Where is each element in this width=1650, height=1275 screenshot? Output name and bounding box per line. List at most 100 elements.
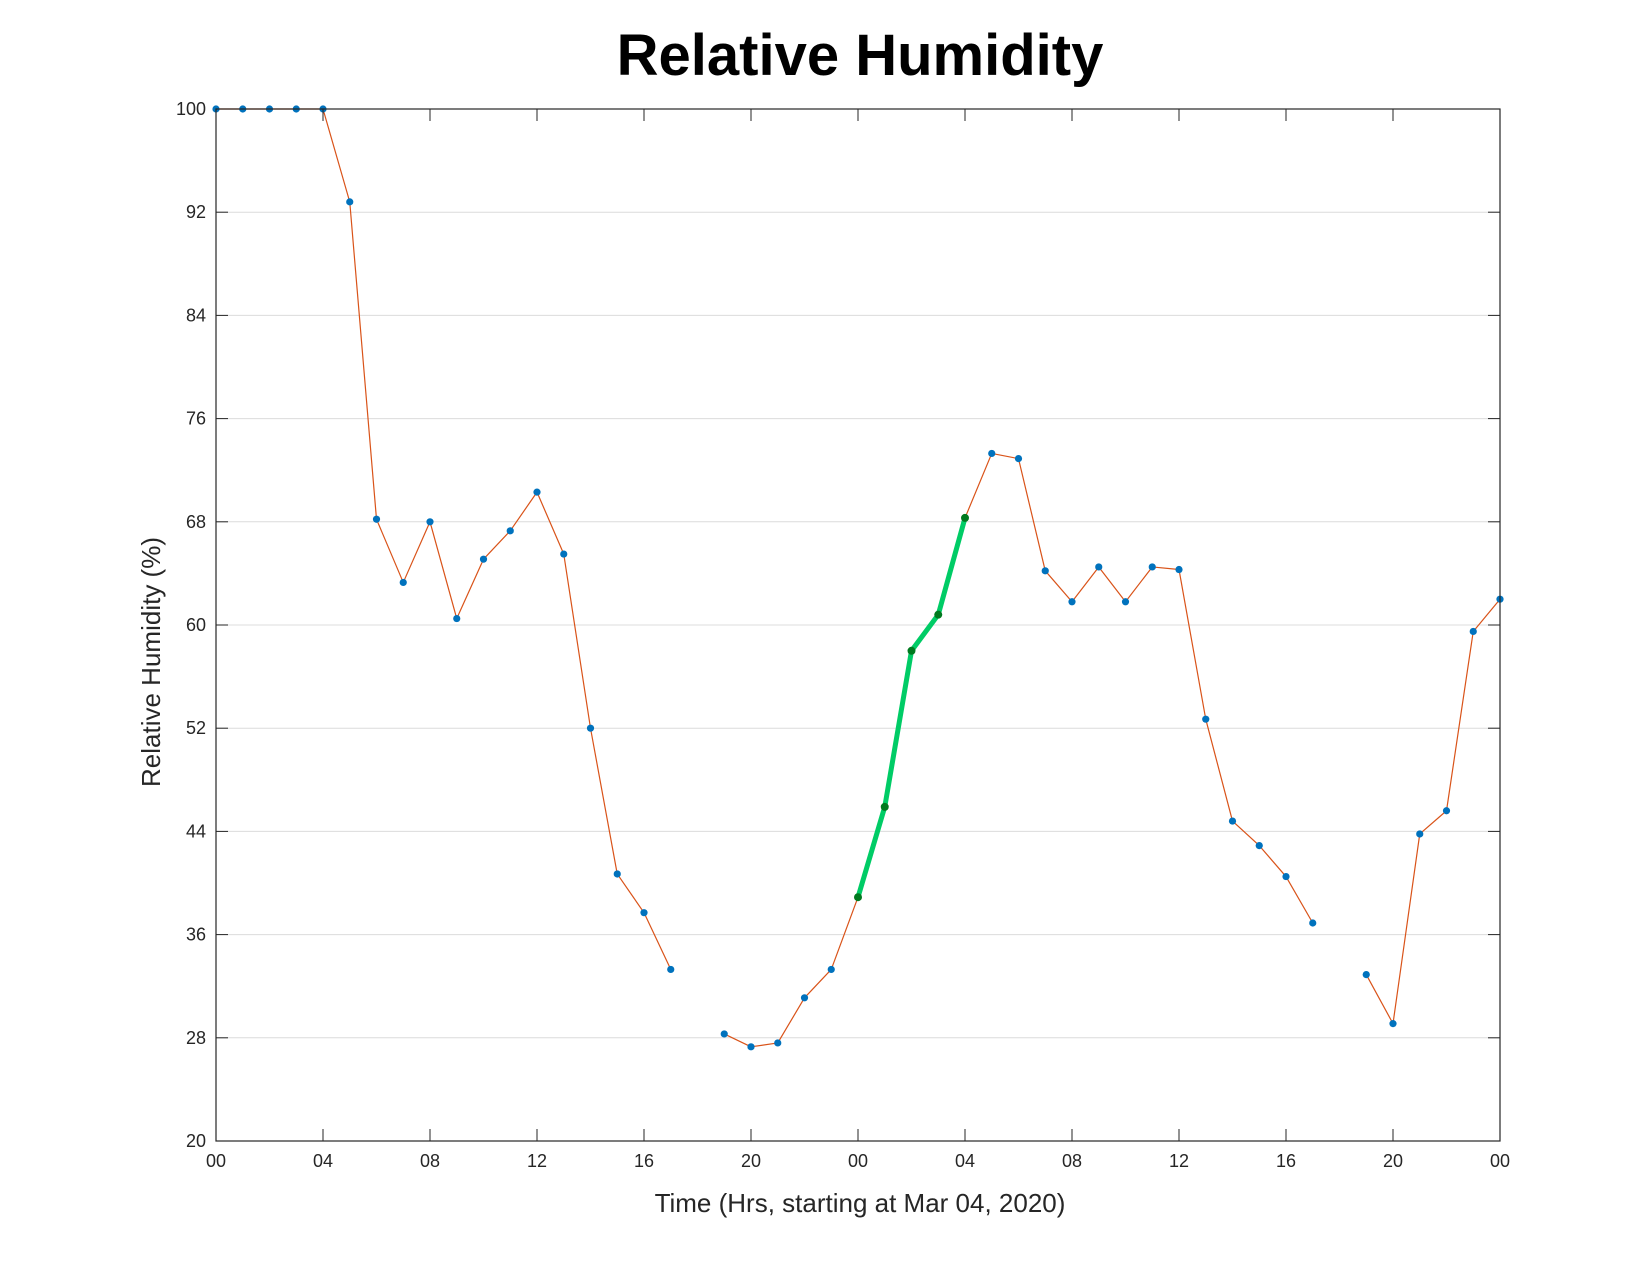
x-tick-label: 12	[527, 1151, 547, 1171]
series-0-segment	[750, 1042, 779, 1048]
series-0-segment	[1124, 566, 1153, 603]
series-0-segment	[589, 727, 618, 875]
series-0-point	[1014, 454, 1023, 463]
series-0-point	[560, 550, 568, 558]
series-0-point	[1228, 817, 1237, 825]
y-axis-label: Relative Humidity (%)	[136, 537, 166, 787]
series-0-point	[1255, 841, 1263, 850]
series-0-point	[1469, 627, 1477, 636]
series-1	[854, 513, 969, 902]
series-0-segment	[991, 452, 1020, 460]
series-0-segment	[1392, 833, 1421, 1025]
series-1-point	[854, 893, 862, 902]
series-0-point	[372, 515, 381, 523]
x-tick-label: 08	[420, 1151, 440, 1171]
series-0-segment	[1151, 566, 1180, 571]
series-layer	[212, 105, 1504, 1051]
series-0-segment	[1205, 718, 1234, 822]
series-1-segment	[855, 804, 888, 900]
series-0-point	[1389, 1020, 1397, 1028]
series-0-segment	[375, 518, 404, 584]
series-0-point	[1121, 598, 1130, 606]
y-tick-label: 52	[186, 718, 206, 738]
y-tick-label: 92	[186, 202, 206, 222]
series-0-point	[720, 1030, 728, 1038]
series-0-point	[346, 198, 354, 206]
series-0-point	[1068, 598, 1076, 606]
series-0-point	[533, 488, 541, 496]
series-0-point	[453, 614, 461, 623]
series-1-segment	[909, 612, 941, 654]
series-1-point	[934, 610, 943, 619]
series-0-segment	[1365, 973, 1394, 1025]
series-0-segment	[322, 108, 351, 203]
series-0-point	[1309, 919, 1317, 927]
series-0-segment	[723, 1033, 752, 1048]
series-0-point	[426, 518, 434, 526]
series-0-segment	[536, 491, 565, 555]
series-0-point	[1202, 715, 1210, 723]
series-0-point	[1175, 565, 1183, 574]
x-tick-label: 16	[1276, 1151, 1296, 1171]
series-0-segment	[777, 997, 806, 1044]
x-tick-label: 16	[634, 1151, 654, 1171]
series-0-segment	[643, 912, 672, 971]
y-tick-label: 76	[186, 409, 206, 429]
series-0	[212, 105, 1504, 1051]
series-0-segment	[803, 968, 832, 999]
x-tick-label: 00	[206, 1151, 226, 1171]
series-0-segment	[1098, 566, 1127, 603]
series-1-segment	[882, 648, 914, 810]
x-tick-label: 20	[1383, 1151, 1403, 1171]
series-0-point	[1442, 807, 1451, 815]
x-tick-label: 08	[1062, 1151, 1082, 1171]
series-1-segment	[935, 515, 968, 618]
series-0-segment	[1044, 570, 1073, 603]
y-tick-label: 68	[186, 512, 206, 532]
series-0-point	[479, 555, 488, 563]
series-1-point	[880, 802, 889, 811]
y-tick-label: 20	[186, 1131, 206, 1151]
series-0-point	[1416, 830, 1424, 838]
y-tick-label: 28	[186, 1028, 206, 1048]
series-0-segment	[456, 558, 485, 620]
series-0-point	[747, 1043, 755, 1051]
series-0-point	[506, 527, 514, 535]
series-0-segment	[1472, 598, 1501, 633]
series-0-segment	[830, 896, 859, 971]
series-0-segment	[964, 452, 993, 519]
y-tick-label: 84	[186, 305, 206, 325]
series-0-point	[988, 449, 996, 458]
series-0-point	[1148, 563, 1156, 571]
series-0-segment	[563, 553, 592, 729]
series-0-point	[1095, 563, 1103, 571]
series-0-segment	[1445, 630, 1474, 812]
series-0-point	[1362, 970, 1370, 979]
series-0-segment	[1071, 566, 1100, 603]
series-1-point	[907, 646, 916, 655]
series-0-segment	[1419, 810, 1448, 835]
series-0-point	[1282, 872, 1290, 881]
series-0-point	[399, 578, 407, 587]
series-0-segment	[402, 521, 431, 584]
x-tick-label: 00	[848, 1151, 868, 1171]
x-tick-label: 20	[741, 1151, 761, 1171]
series-0-point	[667, 965, 675, 974]
series-0-segment	[1258, 844, 1287, 878]
y-tick-label: 60	[186, 615, 206, 635]
series-0-segment	[1178, 568, 1207, 720]
series-0-segment	[429, 521, 458, 620]
chart-title: Relative Humidity	[617, 23, 1104, 88]
series-0-point	[613, 870, 621, 878]
y-tick-label: 100	[176, 99, 206, 119]
series-0-segment	[1285, 875, 1314, 924]
y-tick-label: 44	[186, 821, 206, 841]
x-tick-label: 04	[955, 1151, 975, 1171]
series-0-segment	[509, 491, 538, 532]
series-0-segment	[1231, 820, 1260, 847]
x-axis-label: Time (Hrs, starting at Mar 04, 2020)	[655, 1188, 1066, 1218]
series-0-point	[1041, 567, 1049, 575]
y-tick-label: 36	[186, 925, 206, 945]
